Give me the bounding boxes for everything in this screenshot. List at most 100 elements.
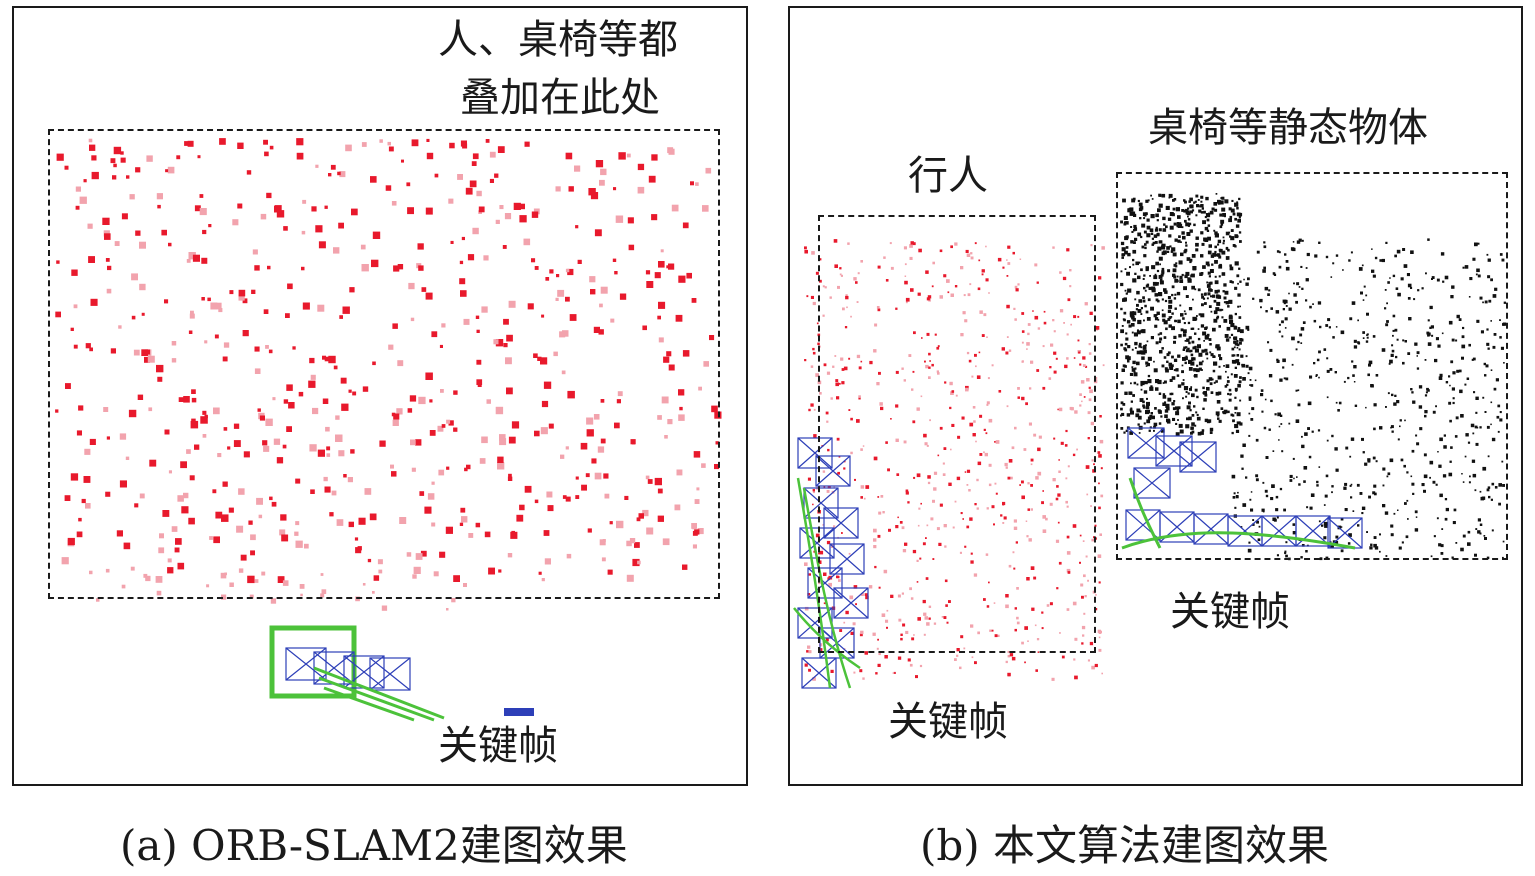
map-point	[1331, 485, 1334, 488]
map-point	[1472, 257, 1476, 261]
caption-b: (b) 本文算法建图效果	[920, 821, 1330, 870]
map-point	[1142, 346, 1147, 350]
map-point	[920, 395, 923, 398]
map-point	[1250, 418, 1254, 421]
map-point	[1200, 204, 1204, 208]
map-point	[1328, 326, 1331, 329]
map-point	[1098, 276, 1102, 280]
map-point	[1438, 376, 1443, 380]
map-point	[1000, 514, 1003, 517]
map-point	[1445, 507, 1449, 512]
map-point	[1307, 401, 1312, 406]
map-point	[822, 470, 826, 473]
map-point	[439, 551, 446, 558]
map-point	[1007, 262, 1011, 265]
map-point	[586, 429, 594, 437]
map-point	[1235, 495, 1239, 498]
map-point	[131, 273, 138, 281]
map-point	[1141, 329, 1146, 334]
map-point	[1214, 233, 1219, 238]
pedestrian-label: 行人	[908, 153, 988, 199]
map-point	[888, 528, 891, 532]
map-point	[1131, 230, 1134, 233]
map-point	[84, 448, 91, 455]
map-point	[1260, 389, 1264, 392]
map-point	[1127, 345, 1131, 349]
keyframe-camera	[1327, 517, 1363, 549]
map-point	[1100, 467, 1103, 470]
map-point	[287, 283, 293, 290]
map-point	[841, 532, 843, 534]
map-point	[1262, 269, 1266, 273]
map-point	[1166, 406, 1170, 411]
map-point	[1407, 283, 1412, 288]
map-point	[1120, 282, 1124, 287]
map-point	[565, 446, 569, 450]
map-point	[692, 530, 698, 536]
map-point	[1202, 265, 1206, 269]
map-point	[629, 538, 636, 544]
map-point	[1223, 296, 1227, 300]
map-point	[1218, 264, 1223, 269]
map-point	[878, 652, 881, 656]
map-point	[1210, 295, 1212, 298]
map-point	[1265, 456, 1269, 459]
map-point	[1168, 324, 1172, 328]
map-point	[1303, 466, 1308, 470]
map-point	[1371, 248, 1373, 250]
map-point	[844, 326, 848, 329]
map-point	[1146, 401, 1150, 406]
map-point	[862, 445, 865, 447]
map-point	[1021, 341, 1024, 344]
map-point	[943, 616, 947, 619]
map-point	[1439, 437, 1443, 442]
map-point	[534, 430, 540, 437]
map-point	[1233, 492, 1236, 495]
map-point	[1214, 289, 1219, 294]
map-point	[1469, 475, 1471, 478]
map-point	[1196, 416, 1201, 421]
map-point	[1360, 291, 1363, 295]
map-point	[1051, 677, 1055, 681]
map-point	[1404, 502, 1407, 505]
map-point	[1204, 393, 1208, 397]
map-point	[1390, 353, 1394, 357]
map-point	[1248, 541, 1251, 544]
map-point	[855, 603, 857, 606]
map-point	[840, 274, 843, 277]
map-point	[1234, 406, 1238, 410]
map-point	[1067, 571, 1071, 574]
map-point	[977, 631, 980, 635]
map-point	[985, 245, 987, 248]
map-point	[575, 225, 579, 229]
map-point	[1248, 396, 1252, 400]
map-point	[429, 430, 436, 436]
map-point	[1267, 293, 1270, 296]
map-point	[1490, 278, 1493, 282]
map-point	[1182, 379, 1185, 381]
map-point	[1218, 354, 1221, 357]
map-point	[1174, 238, 1178, 242]
map-point	[1229, 336, 1231, 339]
map-point	[1410, 286, 1413, 289]
map-point	[1273, 273, 1277, 276]
map-point	[1475, 528, 1478, 530]
map-point	[1189, 260, 1192, 264]
map-point	[123, 542, 131, 550]
map-point	[494, 173, 499, 178]
map-point	[1214, 280, 1219, 285]
map-point	[1228, 231, 1231, 234]
map-point	[865, 485, 870, 489]
map-point	[1191, 422, 1195, 426]
map-point	[810, 295, 814, 299]
map-point	[556, 274, 560, 278]
map-point	[1148, 429, 1151, 432]
map-point	[1222, 236, 1225, 239]
red-map-points-a	[55, 138, 722, 584]
map-point	[259, 415, 265, 421]
map-point	[294, 531, 299, 536]
map-point	[902, 623, 906, 627]
map-point	[1140, 388, 1143, 391]
map-point	[1173, 400, 1176, 403]
map-point	[1397, 292, 1401, 297]
